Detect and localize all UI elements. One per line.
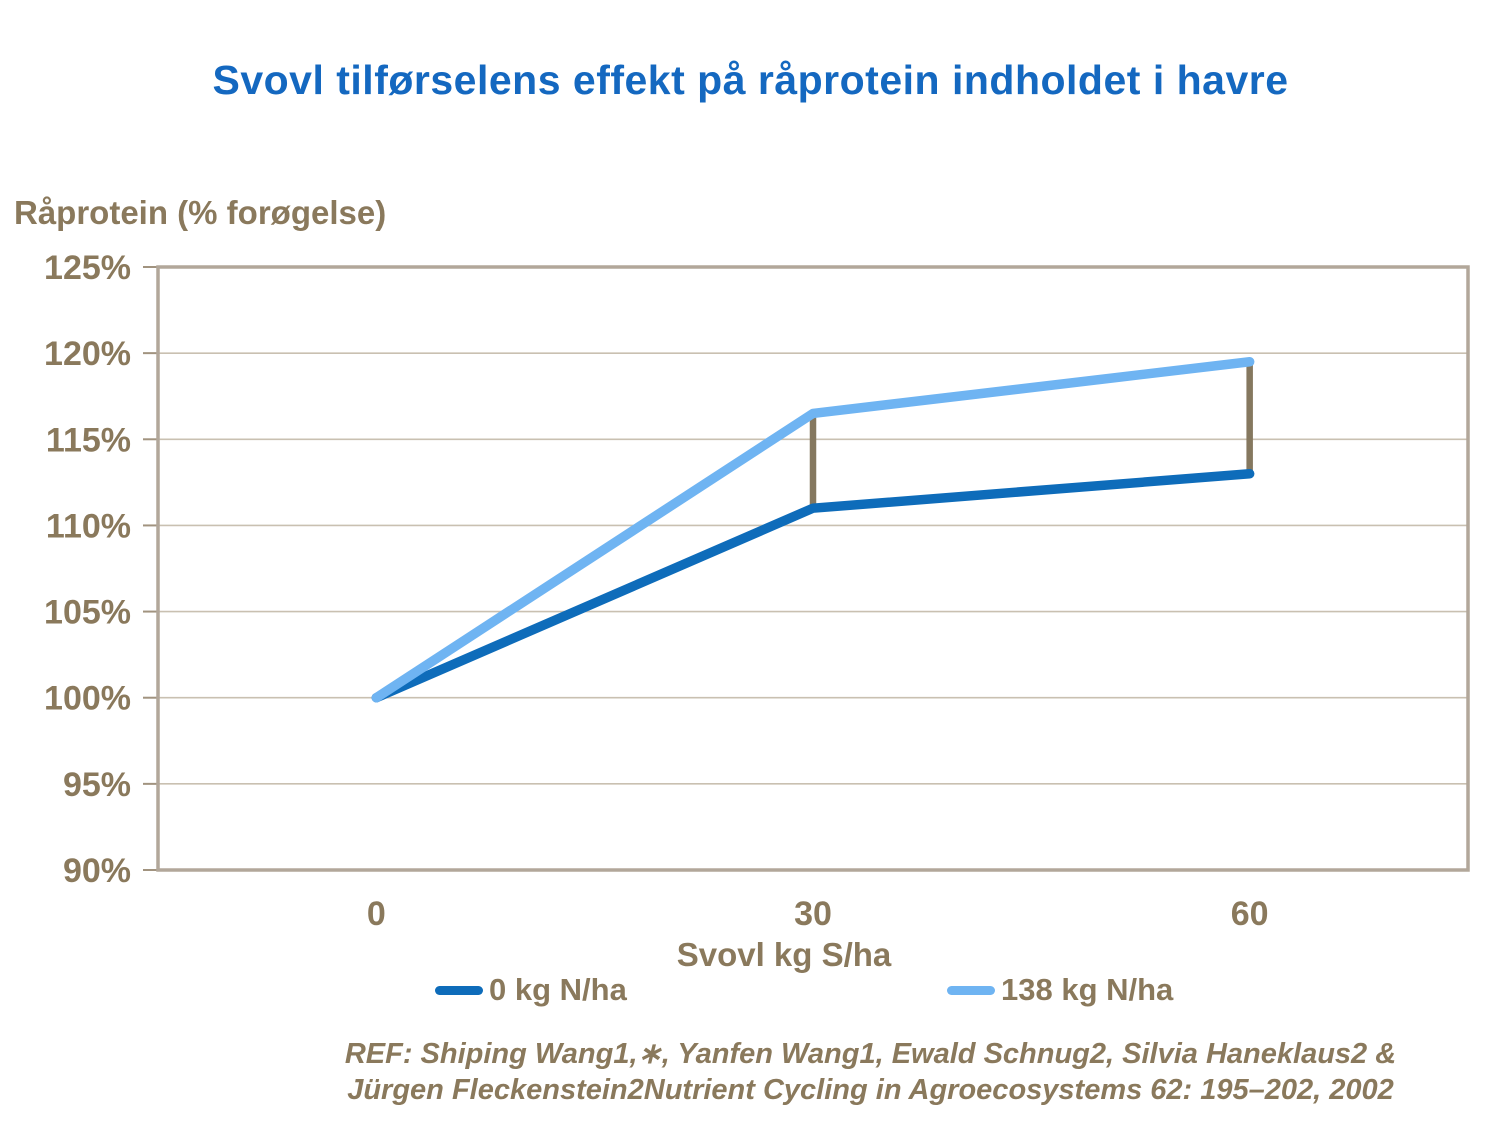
legend-item-1: 138 kg N/ha [947,972,1173,1008]
y-tick-label: 95% [63,766,131,804]
plot-area-border [156,265,1470,872]
y-axis-title: Råprotein (% forøgelse) [14,194,387,231]
series-line-1 [371,357,1255,703]
x-axis-title: Svovl kg S/ha [676,936,892,973]
series-line-0 [371,468,1255,703]
y-tick-label: 115% [46,421,131,459]
x-tick-label: 0 [367,895,386,933]
x-tick-label: 60 [1231,895,1269,933]
y-tick-label: 90% [63,852,131,890]
y-tick-label: 100% [44,680,131,718]
chart-title: Svovl tilførselens effekt på råprotein i… [212,57,1289,103]
legend-label-1: 138 kg N/ha [1001,972,1174,1007]
reference-line-1: REF: Shiping Wang1,∗, Yanfen Wang1, Ewal… [344,1038,1397,1070]
reference-line-2: Jürgen Fleckenstein2Nutrient Cycling in … [347,1074,1394,1106]
reference-citation: REF: Shiping Wang1,∗, Yanfen Wang1, Ewal… [240,1036,1501,1108]
x-tick-label: 30 [794,895,832,933]
y-tick-label: 125% [44,249,131,287]
legend-label-0: 0 kg N/ha [489,972,627,1007]
y-tick-label: 110% [46,507,131,545]
legend-line-marker-0 [435,985,483,995]
legend-item-0: 0 kg N/ha [435,972,627,1008]
y-tick-label: 105% [44,594,131,632]
y-tick-label: 120% [44,335,131,373]
legend-line-marker-1 [947,985,995,995]
